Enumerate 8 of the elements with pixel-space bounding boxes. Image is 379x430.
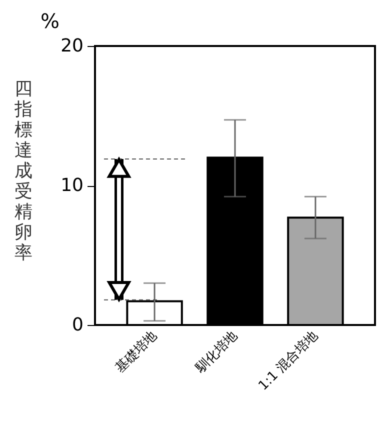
y-tick-label: 10 xyxy=(60,175,84,196)
y-tick-label: 20 xyxy=(60,36,84,56)
x-tick-label: 1:1 混合培地 xyxy=(256,328,322,394)
x-tick-label: 基礎培地 xyxy=(112,328,160,376)
text: 四指標達成受精卵率 xyxy=(14,78,32,264)
text: % xyxy=(40,9,60,33)
x-tick-label: 馴化培地 xyxy=(192,328,241,377)
y-tick-label: 0 xyxy=(72,314,84,336)
